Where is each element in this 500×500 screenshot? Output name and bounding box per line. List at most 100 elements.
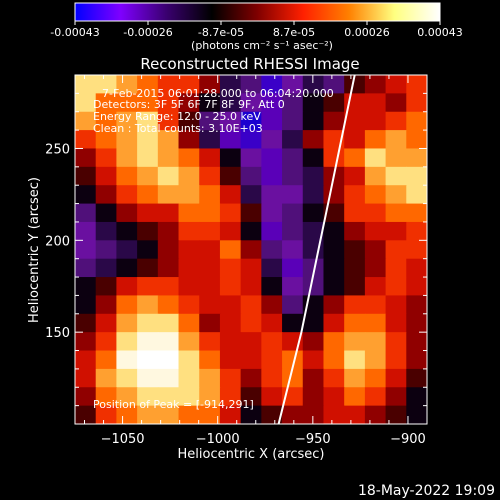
heatmap-cell [323,240,345,260]
heatmap-cell [323,277,345,297]
heatmap-cell [364,75,387,94]
heatmap-cell [219,240,242,260]
heatmap-cell [282,111,304,131]
heatmap-cell [323,332,345,352]
heatmap-cell [199,350,221,370]
heatmap-cell [157,130,180,150]
heatmap-cells [75,75,427,424]
x-tick-label: −900 [390,432,426,447]
heatmap-cell [302,185,325,205]
heatmap-cell [75,368,97,388]
heatmap-cell [95,166,118,186]
heatmap-cell [157,111,180,131]
heatmap-cell [95,185,118,205]
heatmap-cell [116,258,138,278]
heatmap-cell [137,166,159,186]
heatmap-cell [364,111,387,131]
heatmap-cell [406,221,427,241]
colorbar-tick-label: -0.00043 [50,26,99,39]
heatmap-cell [344,130,366,150]
heatmap-cell [116,75,138,94]
heatmap-cell [364,148,387,168]
heatmap-cell [385,221,407,241]
heatmap-cell [95,350,118,370]
colorbar-tick-label: -8.7e-05 [198,26,244,39]
heatmap-cell [137,368,159,388]
heatmap-cell [199,277,221,297]
heatmap-cell [282,130,304,150]
heatmap-cell [302,368,325,388]
heatmap-cell [240,185,262,205]
heatmap-cell [302,277,325,297]
heatmap-cell [240,93,262,113]
heatmap-cell [157,258,180,278]
heatmap-cell [137,277,159,297]
heatmap-cell [323,350,345,370]
heatmap-cell [178,185,200,205]
heatmap-cell [406,185,427,205]
heatmap-cell [261,295,283,315]
heatmap-cell [75,203,97,223]
heatmap-cell [282,75,304,94]
heatmap-cell [178,93,200,113]
heatmap-cell [240,332,262,352]
heatmap-cell [344,111,366,131]
heatmap-cell [385,295,407,315]
heatmap-cell [261,75,283,94]
x-axis-label: Heliocentric X (arcsec) [178,447,325,462]
heatmap-cell [302,93,325,113]
heatmap-cell [364,203,387,223]
heatmap-cell [323,203,345,223]
heatmap-cell [282,368,304,388]
heatmap-cell [116,277,138,297]
heatmap-cell [344,185,366,205]
heatmap-cell [157,277,180,297]
heatmap-cell [406,387,427,407]
heatmap-cell [385,240,407,260]
heatmap-cell [344,313,366,333]
heatmap-cell [302,203,325,223]
heatmap-cell [178,313,200,333]
heatmap-cell [385,277,407,297]
heatmap-cell [219,75,242,94]
heatmap-cell [344,75,366,94]
heatmap-cell [344,166,366,186]
heatmap-cell [95,240,118,260]
heatmap-cell [178,258,200,278]
heatmap-cell [282,221,304,241]
heatmap-cell [95,313,118,333]
heatmap-cell [199,387,221,407]
heatmap-cell [95,221,118,241]
heatmap-cell [199,130,221,150]
heatmap-cell [240,405,262,424]
heatmap-cell [178,75,200,94]
heatmap-cell [385,405,407,424]
heatmap-cell [75,111,97,131]
heatmap-cell [199,166,221,186]
heatmap-cell [385,350,407,370]
heatmap-cell [157,295,180,315]
heatmap-cell [364,240,387,260]
heatmap-cell [261,166,283,186]
heatmap-cell [406,313,427,333]
plot-area: −1050 −1000 −950 −900 150 200 250 [45,74,428,447]
heatmap-cell [344,240,366,260]
colorbar-tick-label: 8.7e-05 [273,26,315,39]
heatmap-cell [137,258,159,278]
heatmap-cell [364,258,387,278]
x-tick-label: −1000 [196,432,240,447]
heatmap-cell [323,387,345,407]
heatmap-cell [178,148,200,168]
heatmap-cell [116,148,138,168]
heatmap-cell [116,130,138,150]
heatmap-cell [406,277,427,297]
heatmap-cell [323,221,345,241]
colorbar-unit-label: (photons cm⁻² s⁻¹ asec⁻²) [191,39,333,52]
heatmap-cell [240,130,262,150]
heatmap-cell [219,350,242,370]
heatmap-cell [364,313,387,333]
heatmap-cell [282,277,304,297]
heatmap-cell [137,332,159,352]
heatmap-cell [240,148,262,168]
heatmap-cell [137,405,159,424]
